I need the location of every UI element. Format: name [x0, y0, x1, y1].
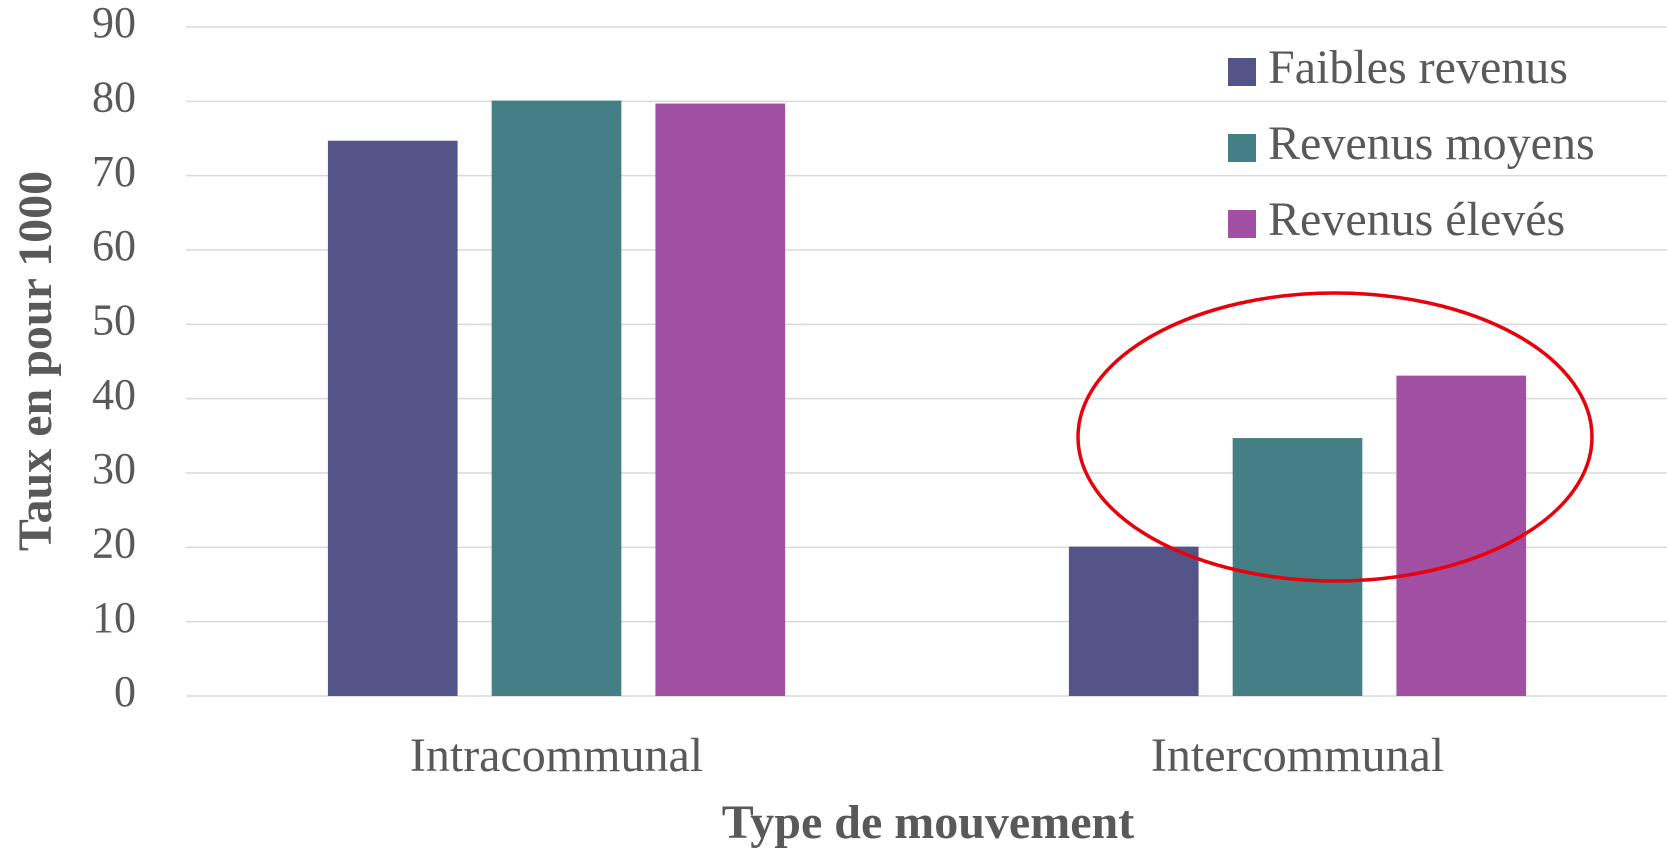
legend-swatch	[1228, 58, 1256, 86]
x-tick-label: Intracommunal	[410, 729, 703, 782]
legend-label: Faibles revenus	[1268, 41, 1568, 94]
legend-label: Revenus élevés	[1268, 193, 1565, 246]
y-tick-label: 90	[92, 0, 136, 47]
legend-swatch	[1228, 210, 1256, 238]
bar	[1232, 438, 1363, 696]
y-axis-title: Taux en pour 1000	[9, 171, 62, 551]
bar	[1068, 546, 1199, 696]
bar	[655, 103, 786, 696]
y-tick-label: 20	[92, 518, 136, 567]
y-tick-label: 0	[114, 667, 136, 716]
y-tick-label: 70	[92, 147, 136, 196]
bar	[327, 140, 458, 697]
highlight-ellipse	[1076, 291, 1594, 583]
x-tick-label: Intercommunal	[1151, 729, 1444, 782]
y-tick-label: 50	[92, 295, 136, 344]
y-tick-label: 80	[92, 72, 136, 121]
y-tick-label: 10	[92, 593, 136, 642]
y-tick-label: 30	[92, 444, 136, 493]
legend-swatch	[1228, 134, 1256, 162]
y-tick-label: 60	[92, 221, 136, 270]
y-tick-label: 40	[92, 370, 136, 419]
legend-label: Revenus moyens	[1268, 117, 1595, 170]
bar	[1396, 375, 1527, 696]
x-axis-title: Type de mouvement	[722, 796, 1134, 849]
bar	[491, 100, 622, 697]
